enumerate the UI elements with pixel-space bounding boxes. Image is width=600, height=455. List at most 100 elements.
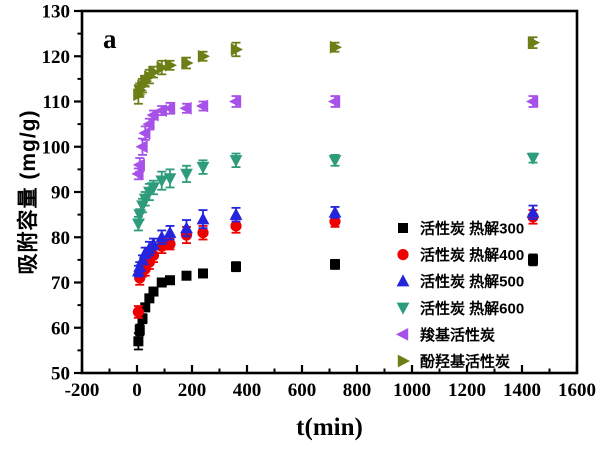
data-point-triangle-right bbox=[329, 40, 342, 54]
data-point-triangle-up bbox=[163, 225, 177, 238]
y-tick-label: 50 bbox=[51, 364, 70, 385]
data-point-triangle-up bbox=[328, 205, 342, 218]
y-axis-title: 吸附容量 (mg/g) bbox=[17, 109, 40, 275]
y-tick-label: 120 bbox=[42, 47, 71, 68]
series-triangle-down bbox=[131, 152, 540, 232]
legend-label: 羧基活性炭 bbox=[420, 326, 495, 344]
data-point-square bbox=[134, 325, 145, 336]
x-tick-label: -200 bbox=[65, 380, 100, 401]
data-point-triangle-down bbox=[131, 218, 145, 231]
data-point-triangle-right bbox=[230, 43, 243, 56]
data-point-triangle-right bbox=[181, 56, 194, 70]
x-tick-label: 200 bbox=[178, 380, 207, 401]
x-tick-label: 1200 bbox=[448, 380, 486, 401]
x-tick-label: 400 bbox=[233, 380, 262, 401]
legend-item: 活性炭 热解300 bbox=[398, 220, 524, 238]
legend-item: 羧基活性炭 bbox=[396, 326, 495, 344]
x-tick-label: 1000 bbox=[393, 380, 431, 401]
data-point-square bbox=[198, 268, 208, 279]
data-point-square bbox=[133, 336, 144, 347]
plot-frame bbox=[80, 9, 579, 375]
data-point-square bbox=[181, 270, 192, 281]
legend-label: 活性炭 热解300 bbox=[420, 220, 524, 238]
data-point-triangle-down bbox=[526, 152, 540, 165]
data-point-triangle-up bbox=[229, 207, 243, 220]
data-point-triangle-left bbox=[229, 95, 242, 108]
x-tick-label: 1600 bbox=[558, 380, 596, 401]
data-point-triangle-up bbox=[133, 259, 147, 272]
y-tick-label: 110 bbox=[43, 92, 70, 113]
data-point-triangle-left bbox=[163, 101, 176, 115]
legend: 活性炭 热解300 活性炭 热解400 活性炭 热解500 活性炭 热解600 羧基活性… bbox=[396, 220, 524, 371]
series-square bbox=[133, 253, 538, 351]
data-point-triangle-left bbox=[142, 117, 155, 131]
data-point-triangle-left bbox=[154, 104, 167, 117]
data-point-triangle-right bbox=[156, 61, 169, 74]
data-point-triangle-left bbox=[179, 101, 192, 115]
data-point-triangle-up bbox=[526, 205, 540, 218]
data-point-triangle-down bbox=[196, 161, 210, 174]
data-point-triangle-up bbox=[147, 237, 160, 250]
legend-label: 活性炭 热解600 bbox=[420, 299, 524, 317]
data-point-triangle-left bbox=[132, 158, 145, 172]
data-point-triangle-left bbox=[328, 95, 341, 108]
y-tick-label: 90 bbox=[51, 183, 70, 204]
data-point-triangle-right bbox=[164, 58, 177, 72]
data-point-triangle-down bbox=[155, 175, 169, 188]
data-point-triangle-down bbox=[328, 155, 342, 168]
y-tick-label: 100 bbox=[42, 137, 71, 158]
y-tick-label: 70 bbox=[51, 273, 70, 294]
data-point-triangle-up bbox=[196, 212, 210, 225]
legend-label: 活性炭 热解400 bbox=[420, 246, 524, 264]
y-tick-label: 130 bbox=[42, 2, 71, 23]
data-point-square bbox=[144, 293, 155, 304]
data-point-square bbox=[398, 223, 408, 233]
data-point-triangle-left bbox=[526, 95, 539, 108]
data-point-triangle-left bbox=[135, 140, 148, 154]
data-point-circle bbox=[397, 249, 409, 261]
data-point-triangle-right bbox=[197, 49, 210, 63]
data-point-triangle-up bbox=[396, 274, 410, 287]
data-point-triangle-left bbox=[146, 108, 159, 122]
y-axis: 50 60 70 80 90 100 110 120 130 bbox=[42, 2, 82, 385]
data-point-triangle-down bbox=[396, 302, 410, 315]
data-point-circle bbox=[230, 220, 242, 232]
data-point-triangle-left bbox=[396, 328, 409, 341]
data-point-square bbox=[148, 286, 159, 297]
data-point-square bbox=[137, 313, 148, 324]
data-point-triangle-down bbox=[163, 173, 177, 186]
data-point-triangle-right bbox=[397, 354, 410, 368]
data-point-circle bbox=[132, 306, 144, 318]
x-axis-title: t(min) bbox=[296, 414, 363, 441]
legend-label: 酚羟基活性炭 bbox=[420, 353, 510, 371]
legend-item: 活性炭 热解600 bbox=[396, 299, 524, 317]
legend-item: 活性炭 热解400 bbox=[397, 246, 524, 264]
y-tick-label: 80 bbox=[51, 228, 70, 249]
data-point-square bbox=[330, 259, 340, 270]
x-tick-label: 800 bbox=[343, 380, 372, 401]
data-point-square bbox=[528, 254, 538, 265]
series-triangle-up bbox=[131, 204, 540, 278]
data-point-triangle-left bbox=[196, 99, 209, 113]
data-point-triangle-down bbox=[229, 155, 243, 168]
legend-label: 活性炭 热解500 bbox=[420, 273, 524, 291]
x-tick-label: 0 bbox=[132, 380, 142, 401]
data-point-triangle-up bbox=[180, 221, 193, 234]
data-point-triangle-up bbox=[155, 230, 169, 243]
data-point-square bbox=[165, 275, 175, 286]
legend-item: 酚羟基活性炭 bbox=[397, 353, 510, 371]
series-triangle-right bbox=[133, 36, 540, 105]
data-point-square bbox=[156, 277, 167, 288]
legend-item: 活性炭 热解500 bbox=[396, 273, 524, 291]
data-point-triangle-right bbox=[527, 36, 540, 50]
x-tick-label: 600 bbox=[288, 380, 317, 401]
data-point-triangle-right bbox=[148, 65, 161, 79]
data-point-square bbox=[140, 302, 151, 313]
y-tick-label: 60 bbox=[51, 318, 70, 339]
data-point-square bbox=[231, 261, 241, 272]
data-point-triangle-down bbox=[180, 168, 193, 181]
panel-label: a bbox=[103, 24, 117, 54]
data-point-circle bbox=[197, 227, 209, 239]
